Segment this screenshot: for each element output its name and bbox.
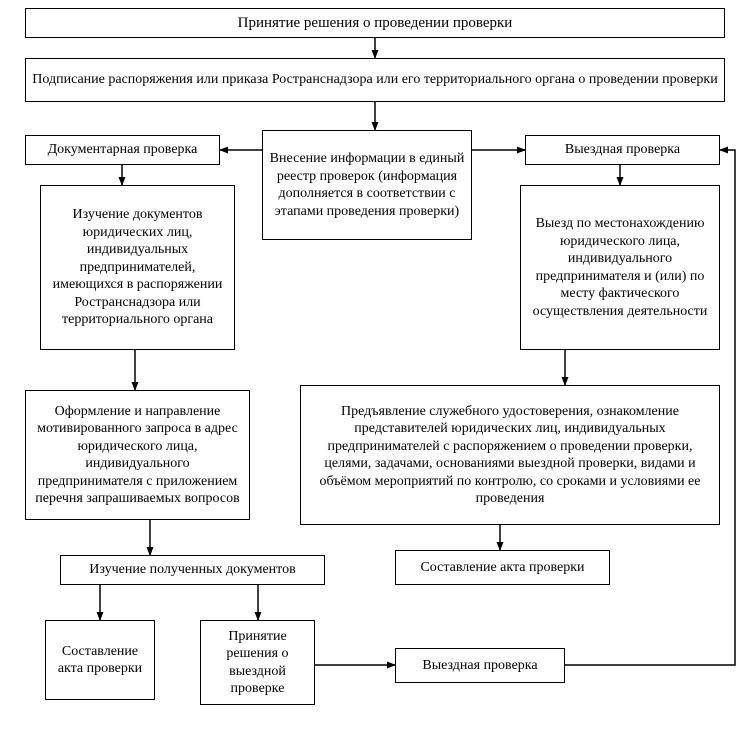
node-registry: Внесение информации в единый реестр пров…	[262, 130, 472, 240]
node-label: Изучение полученных документов	[89, 561, 295, 579]
node-decision: Принятие решения о проведении проверки	[25, 8, 725, 38]
node-order-signing: Подписание распоряжения или приказа Рост…	[25, 58, 725, 102]
node-label: Выездная проверка	[422, 657, 537, 675]
node-label: Принятие решения о проведении проверки	[238, 14, 513, 33]
flowchart-canvas: Принятие решения о проведении проверки П…	[0, 0, 749, 740]
node-label: Внесение информации в единый реестр пров…	[269, 150, 465, 220]
node-doc-check: Документарная проверка	[25, 135, 220, 165]
node-send-request: Оформление и направление мотивированного…	[25, 390, 250, 520]
node-label: Принятие решения о выездной проверке	[207, 628, 308, 698]
node-review-received: Изучение полученных документов	[60, 555, 325, 585]
node-study-docs: Изучение документов юридических лиц, инд…	[40, 185, 235, 350]
node-act-onsite: Составление акта проверки	[395, 550, 610, 585]
node-label: Выездная проверка	[565, 141, 680, 159]
node-label: Документарная проверка	[48, 141, 198, 159]
node-label: Выезд по местонахождению юридического ли…	[527, 215, 713, 320]
node-label: Подписание распоряжения или приказа Рост…	[32, 71, 717, 89]
node-travel: Выезд по местонахождению юридического ли…	[520, 185, 720, 350]
node-label: Составление акта проверки	[420, 559, 584, 577]
node-present-id: Предъявление служебного удостоверения, о…	[300, 385, 720, 525]
node-label: Предъявление служебного удостоверения, о…	[307, 403, 713, 508]
node-label: Изучение документов юридических лиц, инд…	[47, 206, 228, 329]
node-onsite-check-2: Выездная проверка	[395, 648, 565, 683]
node-label: Оформление и направление мотивированного…	[32, 403, 243, 508]
node-onsite-check: Выездная проверка	[525, 135, 720, 165]
node-decide-onsite: Принятие решения о выездной проверке	[200, 620, 315, 705]
node-label: Составление акта проверки	[52, 643, 148, 678]
node-act-doc: Составление акта проверки	[45, 620, 155, 700]
